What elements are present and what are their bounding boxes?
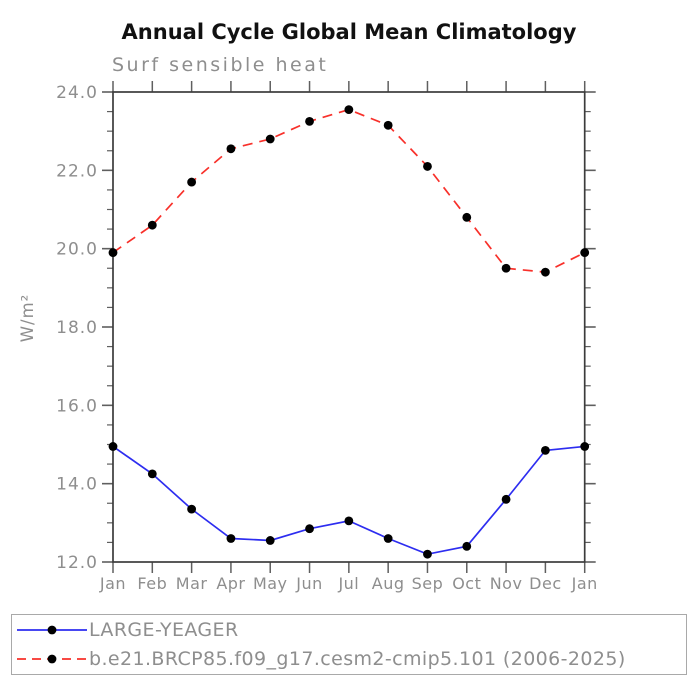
legend-item-cesm2-run: b.e21.BRCP85.f09_g17.cesm2-cmip5.101 (20… xyxy=(12,645,686,674)
legend-item-large-yeager: LARGE-YEAGER xyxy=(12,616,686,645)
svg-text:Dec: Dec xyxy=(529,574,561,593)
svg-text:18.0: 18.0 xyxy=(56,318,98,338)
svg-text:20.0: 20.0 xyxy=(56,240,98,260)
svg-text:Jun: Jun xyxy=(295,574,323,593)
chart-legend: LARGE-YEAGER b.e21.BRCP85.f09_g17.cesm2-… xyxy=(11,614,687,675)
svg-text:Jan: Jan xyxy=(571,574,598,593)
legend-label: LARGE-YEAGER xyxy=(89,618,239,641)
svg-text:16.0: 16.0 xyxy=(56,396,98,416)
svg-text:Feb: Feb xyxy=(137,574,167,593)
chart-title: Annual Cycle Global Mean Climatology xyxy=(121,20,577,44)
svg-text:Sep: Sep xyxy=(412,574,444,593)
svg-text:Jan: Jan xyxy=(99,574,126,593)
svg-text:12.0: 12.0 xyxy=(56,553,98,573)
chart-plot-area: 12.0 14.0 16.0 18.0 20.0 22.0 24.0 Jan Feb Mar Apr… xyxy=(18,81,598,593)
svg-text:Mar: Mar xyxy=(176,574,208,593)
svg-text:14.0: 14.0 xyxy=(56,475,98,495)
legend-line-sample-solid xyxy=(17,625,87,635)
svg-text:Aug: Aug xyxy=(372,574,405,593)
svg-text:Apr: Apr xyxy=(216,574,245,593)
y-axis-label: W/m² xyxy=(18,294,37,343)
svg-text:Oct: Oct xyxy=(452,574,481,593)
legend-line-sample-dashed xyxy=(17,654,87,664)
svg-text:Nov: Nov xyxy=(490,574,523,593)
svg-text:Jul: Jul xyxy=(337,574,359,593)
legend-label: b.e21.BRCP85.f09_g17.cesm2-cmip5.101 (20… xyxy=(89,647,626,670)
svg-text:24.0: 24.0 xyxy=(56,83,98,103)
svg-text:22.0: 22.0 xyxy=(56,161,98,181)
chart-subtitle: Surf sensible heat xyxy=(112,54,329,76)
svg-text:May: May xyxy=(253,574,288,593)
